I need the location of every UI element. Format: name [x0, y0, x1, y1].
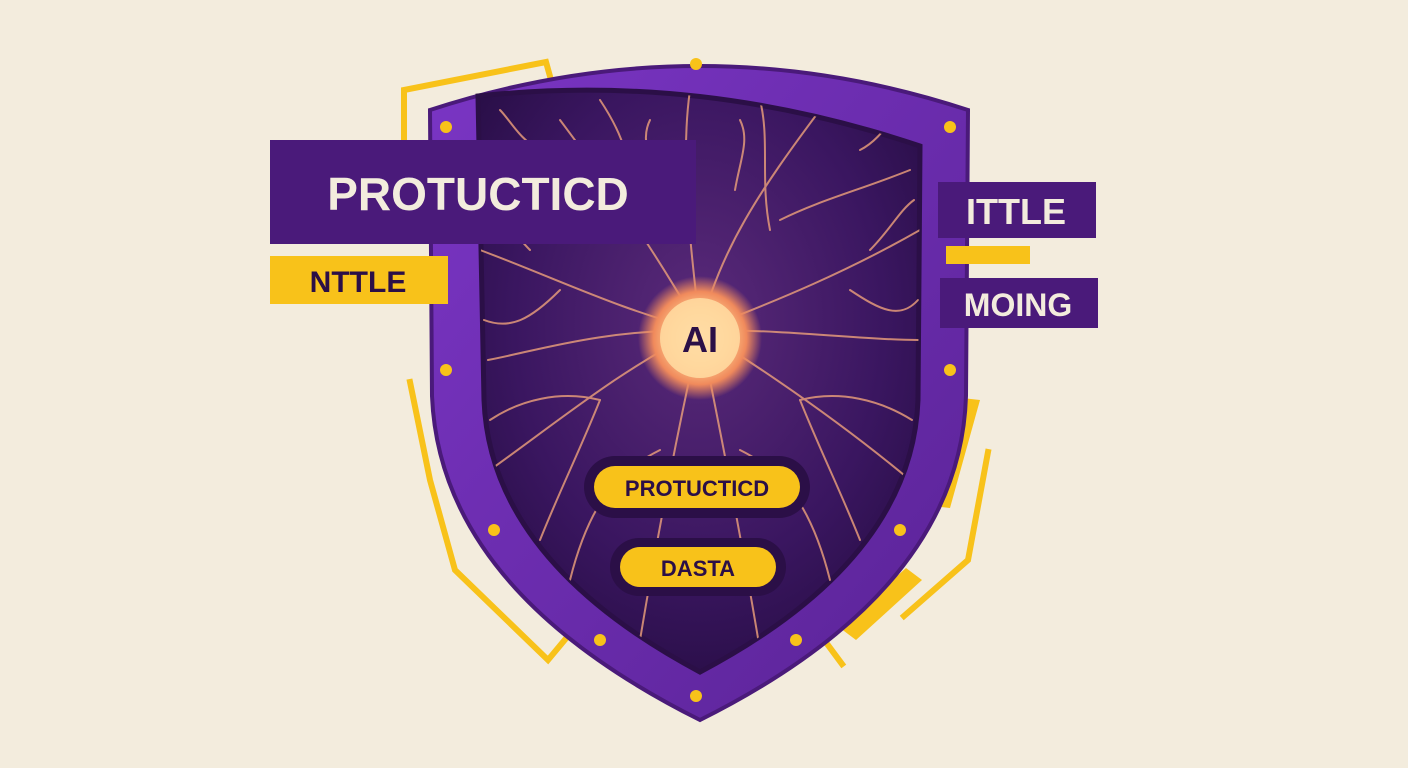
right-accent-bar — [946, 246, 1030, 264]
pill-dasta: DASTA — [610, 538, 786, 596]
left-tag-label: NTTLE — [310, 266, 407, 299]
title-banner: PROTUCTICD — [270, 140, 696, 244]
shield-rivets — [440, 58, 956, 702]
ai-core-icon: AI — [638, 276, 762, 400]
pill-bottom-label: DASTA — [661, 556, 735, 581]
main-title: PROTUCTICD — [327, 168, 629, 220]
right-label-bottom: MOING — [940, 278, 1098, 328]
left-tag: NTTLE — [270, 256, 448, 304]
pill-protucticd: PROTUCTICD — [584, 456, 810, 518]
right-top-label: ITTLE — [966, 191, 1066, 232]
right-label-top: ITTLE — [938, 182, 1096, 238]
core-label: AI — [682, 319, 718, 360]
pill-top-label: PROTUCTICD — [625, 476, 769, 501]
right-bottom-label: MOING — [964, 287, 1072, 323]
